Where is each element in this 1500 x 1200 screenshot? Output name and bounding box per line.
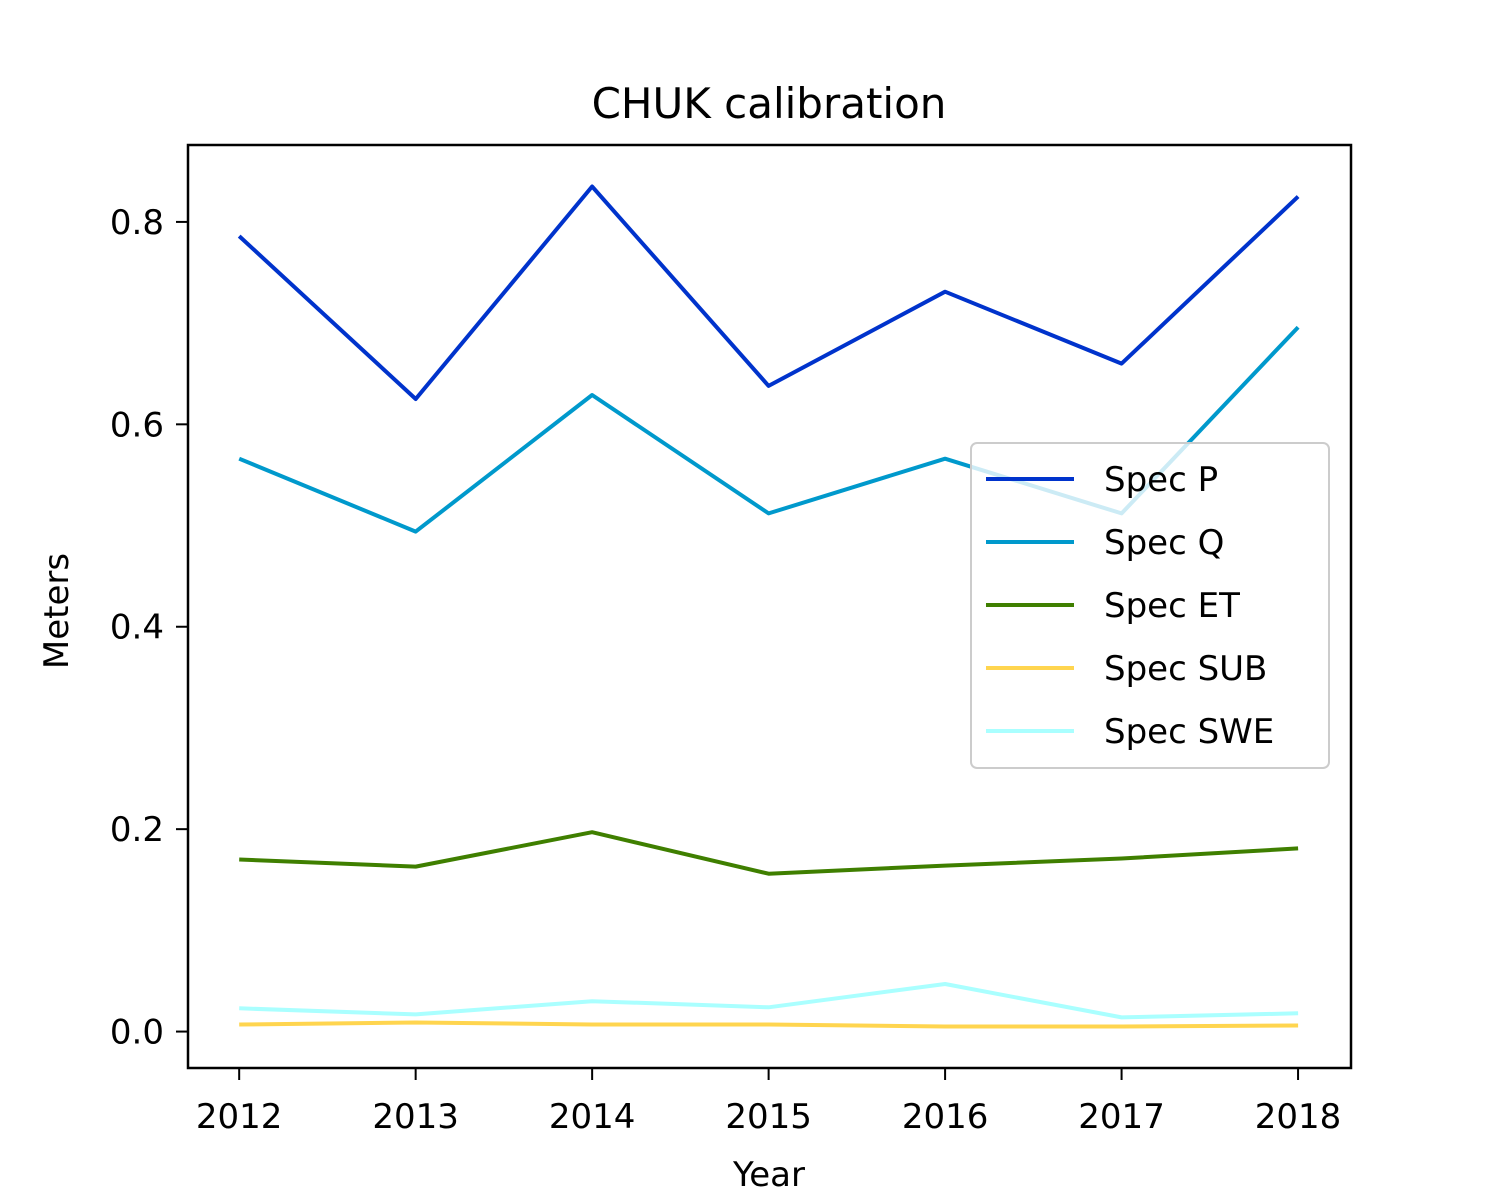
series-line-2 (239, 830, 1299, 876)
y-axis-label: Meters (37, 553, 77, 669)
x-tick-label: 2016 (902, 1097, 989, 1137)
x-tick-label: 2014 (549, 1097, 636, 1137)
x-tick-label: 2013 (372, 1097, 459, 1137)
legend-label: Spec Q (1104, 523, 1224, 563)
y-tick-label: 0.4 (110, 608, 164, 648)
legend: Spec P Spec Q Spec ET Spec SUB Spec SWE (970, 442, 1330, 769)
y-tick-label: 0.0 (110, 1013, 164, 1053)
series-line-4 (239, 982, 1299, 1020)
legend-box (970, 442, 1330, 769)
series-line-3 (239, 1020, 1299, 1029)
x-axis: 2012 2013 2014 2015 2016 2017 2018 (196, 1068, 1341, 1137)
legend-label: Spec SWE (1104, 712, 1274, 752)
x-tick-label: 2012 (196, 1097, 283, 1137)
chart-title: CHUK calibration (592, 79, 947, 128)
legend-label: Spec P (1104, 460, 1218, 500)
x-tick-label: 2017 (1078, 1097, 1165, 1137)
legend-label: Spec SUB (1104, 649, 1267, 689)
y-tick-label: 0.2 (110, 810, 164, 850)
legend-label: Spec ET (1104, 586, 1240, 626)
y-tick-label: 0.6 (110, 405, 164, 445)
x-tick-label: 2015 (725, 1097, 812, 1137)
x-axis-label: Year (732, 1155, 805, 1195)
plot-area (237, 184, 1300, 1029)
y-axis: 0.0 0.2 0.4 0.6 0.8 (110, 203, 188, 1053)
x-tick-label: 2018 (1255, 1097, 1342, 1137)
series-line-0 (237, 184, 1300, 401)
y-tick-label: 0.8 (110, 203, 164, 243)
